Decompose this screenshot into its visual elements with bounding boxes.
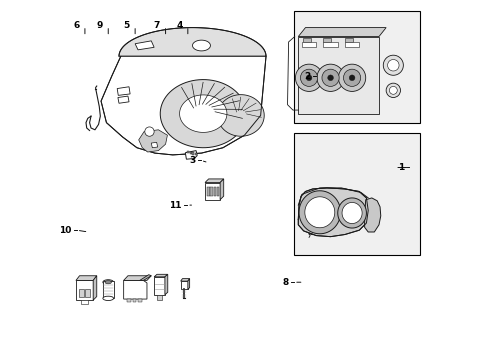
Bar (213, 187, 216, 196)
Bar (344, 41, 359, 47)
Polygon shape (192, 152, 194, 154)
Polygon shape (93, 276, 97, 300)
Polygon shape (298, 28, 386, 37)
Text: 6: 6 (73, 21, 80, 30)
Circle shape (343, 69, 360, 86)
Ellipse shape (102, 280, 113, 285)
Circle shape (327, 75, 333, 81)
Bar (154, 277, 164, 295)
Polygon shape (76, 276, 97, 280)
Circle shape (386, 83, 400, 98)
Bar (180, 281, 187, 289)
Polygon shape (195, 153, 196, 155)
Polygon shape (139, 130, 167, 152)
Bar (217, 187, 219, 196)
Bar (138, 299, 142, 302)
Ellipse shape (102, 296, 113, 301)
Bar (132, 299, 136, 302)
Bar (293, 12, 419, 123)
Polygon shape (189, 152, 191, 154)
Ellipse shape (105, 280, 111, 284)
Bar (210, 187, 212, 196)
Polygon shape (180, 279, 189, 281)
Circle shape (144, 127, 154, 136)
Bar (301, 41, 316, 47)
Bar (85, 289, 90, 297)
Bar (76, 280, 93, 300)
Text: 8: 8 (282, 278, 288, 287)
Polygon shape (187, 279, 189, 289)
Bar (298, 37, 378, 114)
Polygon shape (364, 198, 380, 232)
Circle shape (321, 69, 339, 86)
Bar (303, 38, 310, 42)
Circle shape (387, 59, 398, 71)
Polygon shape (123, 276, 151, 280)
Polygon shape (217, 95, 264, 136)
Polygon shape (204, 179, 223, 183)
Bar (323, 38, 330, 42)
Polygon shape (160, 80, 246, 148)
Polygon shape (298, 188, 367, 237)
Polygon shape (304, 197, 334, 228)
Polygon shape (154, 274, 167, 277)
Circle shape (316, 64, 344, 91)
Text: 4: 4 (176, 21, 182, 30)
Bar (344, 38, 352, 42)
Polygon shape (342, 202, 362, 224)
Bar (207, 187, 209, 196)
Text: 3: 3 (189, 156, 195, 165)
Bar (157, 295, 162, 300)
Polygon shape (140, 275, 151, 280)
Polygon shape (117, 87, 130, 95)
Circle shape (338, 64, 365, 91)
Polygon shape (187, 151, 188, 153)
Bar (204, 183, 220, 200)
Text: 9: 9 (96, 21, 102, 30)
Polygon shape (123, 280, 147, 299)
Text: 10: 10 (59, 226, 71, 235)
Polygon shape (185, 150, 197, 159)
Bar (293, 134, 419, 255)
Polygon shape (220, 179, 223, 200)
Polygon shape (164, 274, 167, 295)
Circle shape (295, 64, 322, 91)
Text: 11: 11 (169, 201, 182, 210)
Polygon shape (179, 95, 226, 132)
Bar (323, 41, 337, 47)
Bar (79, 289, 83, 297)
Polygon shape (119, 28, 265, 56)
Circle shape (305, 75, 311, 81)
Polygon shape (151, 142, 158, 148)
Polygon shape (101, 56, 265, 155)
Text: 7: 7 (154, 21, 160, 30)
Circle shape (300, 69, 317, 86)
Polygon shape (192, 40, 210, 51)
Bar (81, 300, 88, 305)
Polygon shape (118, 96, 129, 103)
Circle shape (383, 55, 403, 75)
Polygon shape (337, 198, 366, 228)
Polygon shape (299, 191, 340, 234)
Text: 2: 2 (304, 72, 310, 81)
Circle shape (388, 86, 396, 94)
Bar (127, 299, 131, 302)
Text: 1: 1 (397, 163, 403, 172)
Polygon shape (135, 41, 154, 50)
Text: 5: 5 (123, 21, 129, 30)
Bar (102, 281, 113, 298)
Circle shape (348, 75, 354, 81)
